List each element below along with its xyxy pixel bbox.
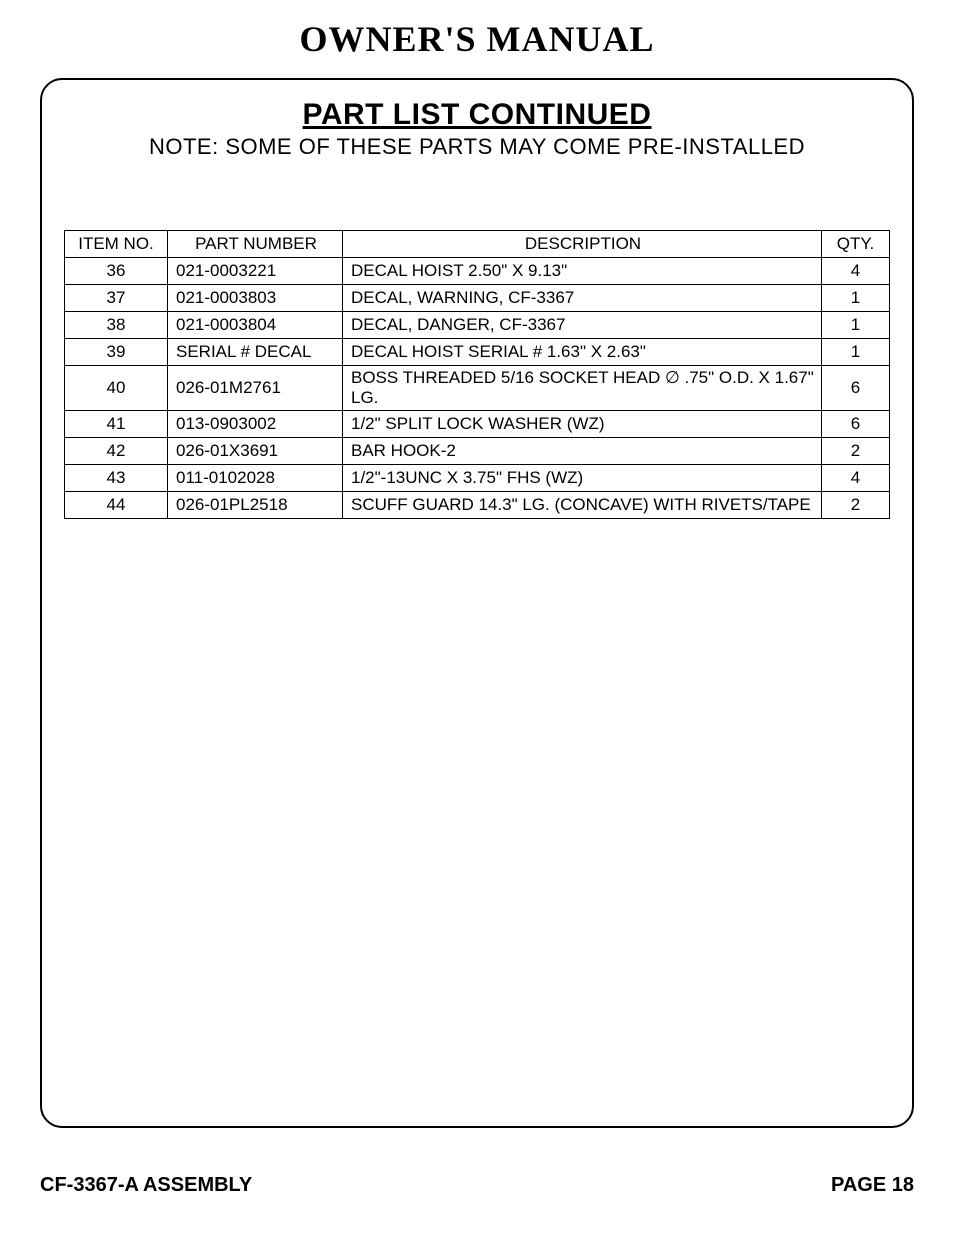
table-row: 36 021-0003221 DECAL HOIST 2.50" X 9.13"… <box>65 258 890 285</box>
cell-part: 026-01PL2518 <box>168 492 343 519</box>
cell-item: 40 <box>65 366 168 411</box>
cell-item: 43 <box>65 465 168 492</box>
section-title: PART LIST CONTINUED <box>64 98 890 132</box>
table-row: 37 021-0003803 DECAL, WARNING, CF-3367 1 <box>65 285 890 312</box>
cell-part: 021-0003221 <box>168 258 343 285</box>
cell-desc: 1/2"-13UNC X 3.75" FHS (WZ) <box>343 465 822 492</box>
col-header-part: PART NUMBER <box>168 231 343 258</box>
cell-qty: 1 <box>822 339 890 366</box>
table-header-row: ITEM NO. PART NUMBER DESCRIPTION QTY. <box>65 231 890 258</box>
footer-left: CF-3367-A ASSEMBLY <box>40 1174 252 1197</box>
footer-right: PAGE 18 <box>831 1174 914 1197</box>
cell-item: 38 <box>65 312 168 339</box>
col-header-item: ITEM NO. <box>65 231 168 258</box>
cell-desc: BAR HOOK-2 <box>343 438 822 465</box>
cell-item: 37 <box>65 285 168 312</box>
cell-desc: DECAL HOIST 2.50" X 9.13" <box>343 258 822 285</box>
cell-desc: BOSS THREADED 5/16 SOCKET HEAD ∅ .75" O.… <box>343 366 822 411</box>
col-header-qty: QTY. <box>822 231 890 258</box>
col-header-desc: DESCRIPTION <box>343 231 822 258</box>
page: OWNER'S MANUAL PART LIST CONTINUED NOTE:… <box>0 0 954 1235</box>
section-note: NOTE: SOME OF THESE PARTS MAY COME PRE-I… <box>64 134 890 160</box>
cell-item: 44 <box>65 492 168 519</box>
cell-qty: 4 <box>822 258 890 285</box>
cell-part: 026-01X3691 <box>168 438 343 465</box>
cell-qty: 1 <box>822 285 890 312</box>
cell-qty: 2 <box>822 438 890 465</box>
content-frame: PART LIST CONTINUED NOTE: SOME OF THESE … <box>40 78 914 1128</box>
table-row: 40 026-01M2761 BOSS THREADED 5/16 SOCKET… <box>65 366 890 411</box>
table-row: 38 021-0003804 DECAL, DANGER, CF-3367 1 <box>65 312 890 339</box>
cell-qty: 4 <box>822 465 890 492</box>
cell-part: 021-0003803 <box>168 285 343 312</box>
cell-item: 36 <box>65 258 168 285</box>
table-row: 41 013-0903002 1/2" SPLIT LOCK WASHER (W… <box>65 411 890 438</box>
cell-item: 39 <box>65 339 168 366</box>
table-row: 43 011-0102028 1/2"-13UNC X 3.75" FHS (W… <box>65 465 890 492</box>
cell-qty: 2 <box>822 492 890 519</box>
cell-qty: 6 <box>822 366 890 411</box>
cell-part: 011-0102028 <box>168 465 343 492</box>
table-row: 39 SERIAL # DECAL DECAL HOIST SERIAL # 1… <box>65 339 890 366</box>
cell-part: 021-0003804 <box>168 312 343 339</box>
document-title: OWNER'S MANUAL <box>0 18 954 60</box>
cell-item: 41 <box>65 411 168 438</box>
table-row: 44 026-01PL2518 SCUFF GUARD 14.3" LG. (C… <box>65 492 890 519</box>
cell-part: SERIAL # DECAL <box>168 339 343 366</box>
cell-desc: SCUFF GUARD 14.3" LG. (CONCAVE) WITH RIV… <box>343 492 822 519</box>
parts-table: ITEM NO. PART NUMBER DESCRIPTION QTY. 36… <box>64 230 890 519</box>
cell-item: 42 <box>65 438 168 465</box>
page-footer: CF-3367-A ASSEMBLY PAGE 18 <box>40 1174 914 1197</box>
cell-desc: 1/2" SPLIT LOCK WASHER (WZ) <box>343 411 822 438</box>
cell-desc: DECAL HOIST SERIAL # 1.63" X 2.63" <box>343 339 822 366</box>
cell-desc: DECAL, DANGER, CF-3367 <box>343 312 822 339</box>
cell-desc: DECAL, WARNING, CF-3367 <box>343 285 822 312</box>
table-body: 36 021-0003221 DECAL HOIST 2.50" X 9.13"… <box>65 258 890 519</box>
table-row: 42 026-01X3691 BAR HOOK-2 2 <box>65 438 890 465</box>
cell-part: 013-0903002 <box>168 411 343 438</box>
cell-qty: 1 <box>822 312 890 339</box>
cell-part: 026-01M2761 <box>168 366 343 411</box>
cell-qty: 6 <box>822 411 890 438</box>
